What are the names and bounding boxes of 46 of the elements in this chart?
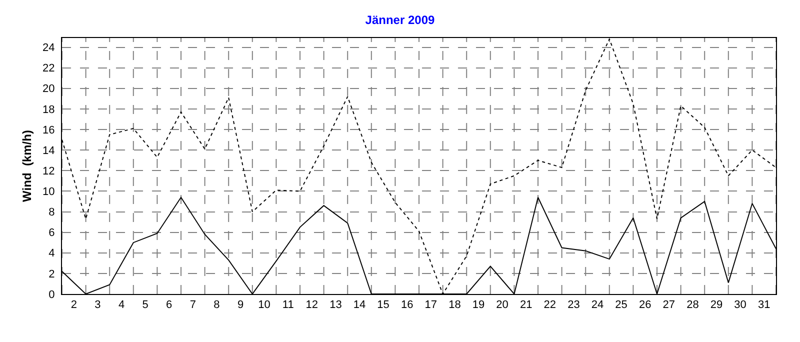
chart-title: Jänner 2009 — [365, 12, 436, 27]
y-tick-label: 16 — [42, 124, 55, 136]
x-tick-label: 20 — [496, 299, 508, 312]
x-tick-label: 16 — [400, 299, 414, 312]
x-tick-label: 7 — [190, 299, 196, 312]
x-tick-label: 14 — [353, 299, 366, 312]
x-tick-label: 6 — [166, 299, 172, 312]
y-tick-label: 14 — [42, 144, 55, 157]
x-tick-label: 19 — [472, 299, 485, 312]
x-tick-label: 27 — [662, 299, 676, 312]
x-tick-label: 15 — [377, 299, 390, 312]
x-tick-label: 17 — [424, 299, 438, 312]
y-tick-label: 18 — [42, 104, 55, 116]
x-tick-label: 2 — [70, 299, 77, 312]
x-tick-label: 5 — [142, 299, 148, 312]
x-tick-label: 21 — [520, 299, 532, 312]
x-tick-label: 12 — [306, 299, 318, 312]
y-tick-label: 22 — [42, 62, 55, 75]
x-tick-label: 18 — [448, 299, 461, 312]
x-tick-label: 10 — [258, 299, 270, 312]
x-tick-label: 29 — [710, 299, 723, 312]
x-tick-label: 4 — [118, 299, 125, 312]
y-tick-label: 24 — [42, 42, 55, 54]
y-tick-label: 10 — [42, 186, 55, 198]
y-tick-label: 6 — [48, 227, 55, 240]
x-tick-label: 28 — [686, 299, 699, 312]
line-series — [62, 38, 776, 294]
x-tick-label: 23 — [568, 299, 580, 312]
x-tick-label: 3 — [94, 299, 101, 312]
y-axis-title: Wind (km/h) — [20, 130, 34, 202]
y-tick-label: 2 — [48, 268, 55, 280]
y-tick-label: 4 — [48, 248, 55, 260]
y-tick-label: 8 — [48, 206, 55, 219]
x-tick-label: 31 — [758, 299, 770, 312]
y-tick-label: 0 — [48, 288, 55, 301]
y-tick-label: 12 — [42, 165, 55, 178]
x-tick-label: 30 — [734, 299, 746, 312]
x-tick-label: 24 — [591, 299, 604, 312]
x-tick-label: 22 — [544, 299, 556, 312]
x-tick-label: 25 — [615, 299, 628, 312]
x-tick-label: 8 — [214, 299, 220, 312]
x-tick-label: 13 — [330, 299, 342, 312]
x-tick-label: 9 — [237, 299, 244, 312]
x-tick-label: 26 — [638, 299, 652, 312]
x-tick-label: 11 — [282, 299, 294, 312]
y-tick-label: 20 — [42, 83, 55, 96]
